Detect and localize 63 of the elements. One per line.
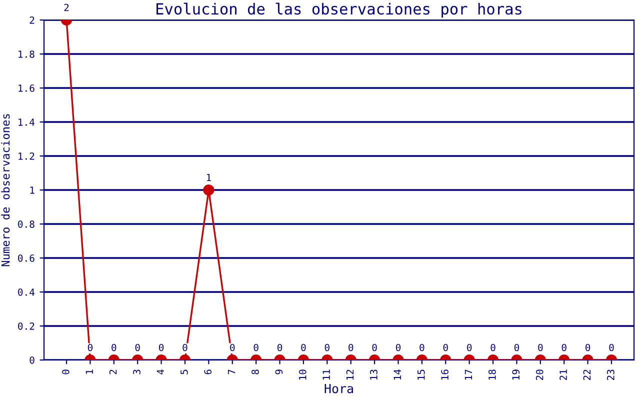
x-tick-label: 14 bbox=[394, 369, 401, 380]
x-tick-label: 12 bbox=[346, 370, 354, 380]
x-tick-label: 1 bbox=[86, 370, 93, 374]
x-tick-label: 4 bbox=[156, 369, 164, 374]
y-tick-label: 1.8 bbox=[18, 50, 34, 58]
data-label: 0 bbox=[609, 344, 614, 352]
x-tick-label: 23 bbox=[606, 370, 614, 380]
x-tick-label: 15 bbox=[418, 370, 425, 380]
y-tick-label: 0.2 bbox=[18, 322, 34, 330]
x-tick-label: 10 bbox=[298, 370, 306, 380]
x-tick-label: 16 bbox=[441, 370, 448, 380]
x-tick-label: 7 bbox=[228, 370, 236, 374]
data-label: 0 bbox=[182, 344, 188, 352]
x-tick-label: 2 bbox=[109, 370, 117, 374]
y-axis-title: Numero de observaciones bbox=[1, 114, 10, 266]
data-label: 0 bbox=[396, 344, 401, 352]
x-tick-label: 20 bbox=[536, 370, 544, 380]
data-label: 0 bbox=[301, 344, 306, 352]
y-tick-label: 0.8 bbox=[18, 220, 34, 228]
data-label: 0 bbox=[538, 344, 543, 352]
data-label: 0 bbox=[324, 344, 330, 352]
data-label: 0 bbox=[372, 344, 377, 352]
data-label: 0 bbox=[420, 344, 424, 352]
data-label: 0 bbox=[230, 344, 235, 352]
data-label: 0 bbox=[514, 344, 520, 352]
y-tick-label: 1.6 bbox=[18, 84, 34, 92]
x-tick-label: 13 bbox=[370, 370, 378, 380]
x-tick-label: 3 bbox=[133, 370, 140, 374]
x-tick-label: 19 bbox=[512, 370, 520, 380]
data-label: 0 bbox=[348, 344, 354, 352]
data-label: 0 bbox=[277, 344, 282, 352]
data-label: 0 bbox=[443, 344, 448, 352]
data-label: 0 bbox=[562, 344, 566, 352]
x-tick-label: 21 bbox=[560, 370, 567, 380]
data-label: 0 bbox=[586, 344, 590, 352]
y-tick-label: 2 bbox=[30, 16, 34, 24]
x-axis-title: Hora bbox=[324, 384, 353, 394]
data-label: 0 bbox=[254, 344, 258, 352]
chart-title: Evolucion de las observaciones por horas bbox=[156, 2, 522, 18]
data-label: 2 bbox=[64, 4, 69, 12]
x-tick-label: 17 bbox=[464, 370, 472, 380]
data-label: 0 bbox=[112, 344, 116, 352]
point bbox=[203, 184, 214, 196]
x-tick-label: 9 bbox=[275, 370, 283, 374]
data-label: 0 bbox=[467, 344, 472, 352]
x-tick-label: 5 bbox=[180, 370, 188, 374]
x-tick-label: 18 bbox=[488, 370, 496, 380]
x-tick-label: 8 bbox=[252, 370, 259, 374]
x-tick-label: 6 bbox=[204, 370, 212, 374]
data-label: 1 bbox=[206, 174, 211, 182]
x-tick-label: 11 bbox=[322, 370, 330, 380]
y-tick-label: 1 bbox=[30, 186, 34, 194]
data-label: 0 bbox=[88, 344, 92, 352]
x-tick-label: 22 bbox=[583, 370, 591, 380]
data-label: 0 bbox=[158, 344, 164, 352]
y-tick-label: 1.4 bbox=[18, 118, 35, 126]
x-tick-label: 0 bbox=[62, 370, 70, 374]
y-tick-label: 0 bbox=[30, 356, 34, 364]
y-tick-label: 0.4 bbox=[18, 288, 35, 296]
y-tick-label: 1.2 bbox=[18, 152, 34, 160]
data-label: 0 bbox=[135, 344, 140, 352]
y-tick-label: 0.6 bbox=[18, 254, 34, 262]
data-label: 0 bbox=[490, 344, 496, 352]
